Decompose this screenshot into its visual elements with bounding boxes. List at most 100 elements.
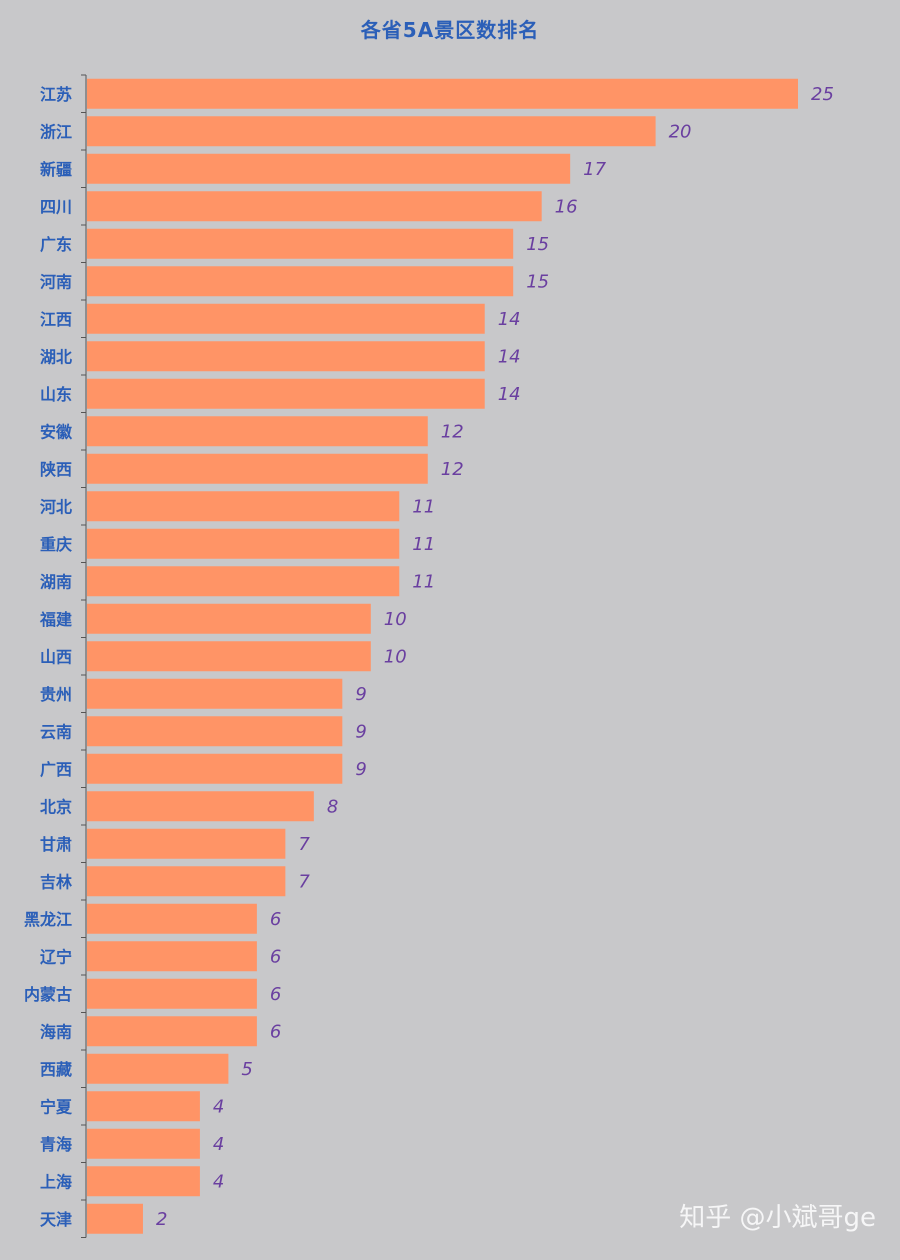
value-label: 12: [441, 421, 464, 442]
category-label: 内蒙古: [24, 985, 72, 1004]
category-label: 广西: [40, 760, 72, 779]
bar: [87, 941, 257, 972]
y-axis-ticks: [81, 74, 86, 1238]
value-label: 10: [384, 646, 407, 667]
bar: [87, 828, 286, 859]
bar: [87, 1016, 257, 1047]
category-label: 青海: [40, 1135, 72, 1154]
category-label: 福建: [39, 610, 72, 629]
value-labels: 2520171615151414141212111111101099987766…: [156, 84, 834, 1230]
bar: [87, 378, 485, 409]
value-label: 11: [412, 496, 435, 517]
value-label: 14: [498, 346, 521, 367]
bar: [87, 978, 257, 1009]
category-label: 贵州: [40, 685, 72, 704]
category-label: 浙江: [40, 122, 72, 141]
bar: [87, 453, 428, 484]
value-label: 4: [213, 1171, 224, 1192]
value-label: 4: [213, 1096, 224, 1117]
value-label: 15: [526, 271, 549, 292]
value-label: 10: [384, 609, 407, 630]
bar: [87, 1128, 200, 1159]
category-label: 甘肃: [40, 835, 72, 854]
bar: [87, 603, 371, 634]
value-label: 7: [298, 834, 310, 855]
watermark: 知乎 @小斌哥ge: [679, 1203, 876, 1233]
value-label: 8: [327, 796, 338, 817]
value-label: 6: [270, 946, 281, 967]
category-label: 黑龙江: [24, 910, 72, 929]
category-label: 陕西: [40, 460, 72, 479]
category-label: 江西: [40, 310, 72, 329]
category-labels: 江苏浙江新疆四川广东河南江西湖北山东安徽陕西河北重庆湖南福建山西贵州云南广西北京…: [24, 85, 73, 1229]
value-label: 9: [355, 759, 366, 780]
category-label: 新疆: [40, 160, 72, 179]
category-label: 西藏: [40, 1060, 72, 1079]
bar: [87, 678, 343, 709]
bar: [87, 716, 343, 747]
category-label: 山东: [40, 385, 72, 404]
value-label: 7: [298, 871, 310, 892]
bar: [87, 1166, 200, 1197]
category-label: 宁夏: [40, 1097, 73, 1116]
value-label: 9: [355, 684, 366, 705]
value-label: 14: [498, 384, 521, 405]
category-label: 安徽: [40, 422, 73, 441]
category-label: 山西: [40, 647, 72, 666]
category-label: 天津: [40, 1210, 72, 1229]
value-label: 15: [526, 234, 549, 255]
bar: [87, 866, 286, 897]
category-label: 河北: [40, 497, 72, 516]
category-label: 重庆: [40, 535, 72, 554]
bar: [87, 116, 656, 147]
bar: [87, 191, 542, 222]
value-label: 2: [156, 1209, 167, 1230]
category-label: 辽宁: [40, 947, 72, 966]
category-label: 江苏: [40, 85, 72, 104]
bar: [87, 78, 798, 109]
value-label: 5: [241, 1059, 252, 1080]
category-label: 湖北: [40, 347, 72, 366]
category-label: 河南: [40, 272, 72, 291]
category-label: 云南: [40, 722, 72, 741]
bar: [87, 528, 400, 559]
category-label: 湖南: [40, 572, 72, 591]
value-label: 6: [270, 909, 281, 930]
bar: [87, 491, 400, 522]
bar: [87, 903, 257, 934]
category-label: 上海: [40, 1172, 72, 1191]
bars-group: [87, 78, 798, 1234]
category-label: 吉林: [40, 872, 72, 891]
bar: [87, 753, 343, 784]
value-label: 6: [270, 1021, 281, 1042]
chart-title: 各省5A景区数排名: [360, 18, 540, 42]
bar: [87, 1053, 229, 1084]
category-label: 北京: [40, 797, 72, 816]
bar: [87, 1091, 200, 1122]
bar: [87, 303, 485, 334]
bar: [87, 791, 314, 822]
category-label: 四川: [40, 197, 72, 216]
value-label: 11: [412, 534, 435, 555]
value-label: 11: [412, 571, 435, 592]
value-label: 20: [669, 121, 692, 142]
bar: [87, 416, 428, 447]
value-label: 14: [498, 309, 521, 330]
bar: [87, 341, 485, 372]
bar: [87, 153, 571, 184]
bar: [87, 566, 400, 597]
bar: [87, 1203, 143, 1234]
value-label: 4: [213, 1134, 224, 1155]
bar: [87, 228, 514, 259]
value-label: 6: [270, 984, 281, 1005]
value-label: 12: [441, 459, 464, 480]
value-label: 25: [811, 84, 834, 105]
category-label: 海南: [40, 1022, 72, 1041]
bar: [87, 641, 371, 672]
category-label: 广东: [40, 235, 72, 254]
bar: [87, 266, 514, 297]
value-label: 17: [583, 159, 606, 180]
value-label: 16: [555, 196, 578, 217]
value-label: 9: [355, 721, 366, 742]
